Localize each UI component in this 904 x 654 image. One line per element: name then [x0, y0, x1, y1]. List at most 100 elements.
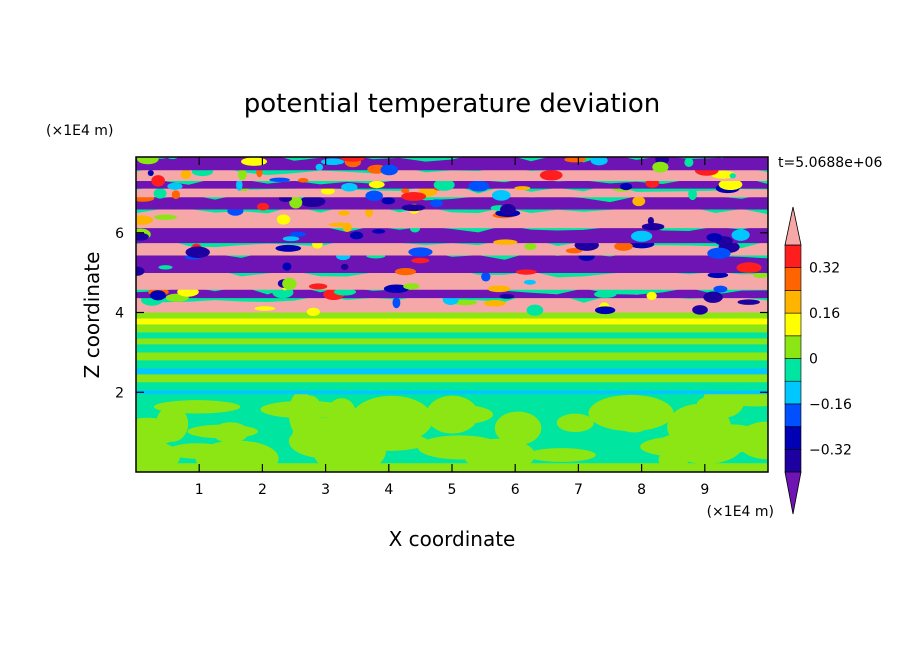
- field-eddy: [180, 169, 192, 179]
- field-eddy: [282, 277, 297, 290]
- field-band: [136, 318, 768, 325]
- field-eddy: [297, 178, 309, 183]
- field-band: [136, 360, 768, 369]
- field-eddy: [433, 178, 455, 191]
- field-blob: [136, 417, 180, 447]
- field-eddy: [684, 157, 694, 167]
- field-eddy: [614, 145, 620, 155]
- field-eddy: [487, 285, 511, 293]
- field-band: [136, 204, 768, 229]
- field-band: [136, 338, 768, 345]
- field-plot: [136, 140, 768, 472]
- field-eddy: [308, 283, 328, 290]
- field-eddy: [185, 246, 210, 258]
- field-eddy: [647, 216, 654, 225]
- field-eddy: [641, 223, 665, 231]
- field-eddy: [320, 158, 345, 166]
- field-eddy: [383, 284, 409, 293]
- field-eddy: [269, 177, 291, 182]
- field-eddy: [737, 299, 760, 305]
- field-eddy: [306, 307, 320, 317]
- field-eddy: [707, 272, 729, 279]
- field-eddy: [158, 265, 173, 270]
- field-eddy: [241, 157, 268, 166]
- field-eddy: [692, 305, 708, 315]
- field-eddy: [493, 239, 518, 245]
- z-tick-label: 2: [115, 385, 124, 401]
- field-eddy: [171, 190, 180, 200]
- field-eddy: [590, 157, 608, 166]
- x-axis: 1 2 3 4 5 6 7 8 9: [195, 157, 709, 498]
- x-axis-label: X coordinate: [389, 527, 516, 551]
- colorbar-segment: [784, 380, 802, 405]
- field-eddy: [167, 182, 183, 190]
- field-band: [136, 374, 768, 383]
- colorbar-tick-label: 0.16: [809, 306, 840, 322]
- colorbar-tick-label: 0.32: [809, 261, 840, 277]
- field-eddy: [282, 236, 300, 242]
- z-tick-label: 4: [115, 306, 124, 322]
- chart-title: potential temperature deviation: [244, 89, 660, 119]
- x-tick-label: 5: [448, 482, 457, 498]
- field-eddy: [151, 175, 165, 187]
- field-eddy: [753, 272, 768, 278]
- field-band: [136, 250, 768, 273]
- field-eddy: [136, 215, 154, 225]
- x-tick-label: 7: [574, 482, 583, 498]
- field-eddy: [401, 191, 427, 201]
- colorbar-under-arrow: [784, 471, 802, 515]
- field-eddy: [392, 297, 401, 309]
- field-eddy: [136, 266, 145, 276]
- field-eddy: [146, 142, 162, 148]
- field-eddy: [703, 291, 723, 303]
- x-tick-label: 4: [384, 482, 393, 498]
- field-eddy: [372, 229, 386, 234]
- field-eddy: [401, 188, 410, 194]
- field-eddy: [705, 140, 718, 151]
- colorbar-tick-label: −0.32: [809, 442, 852, 458]
- field-eddy: [380, 164, 398, 176]
- field-eddy: [150, 290, 166, 301]
- field-eddy: [401, 204, 426, 212]
- field-eddy: [341, 182, 358, 192]
- field-eddy: [368, 180, 385, 189]
- field-eddy: [630, 230, 653, 242]
- field-band: [136, 157, 768, 158]
- field-eddy: [481, 272, 491, 282]
- field-band: [136, 382, 768, 391]
- field-eddy: [237, 169, 247, 181]
- colorbar-segment: [784, 267, 802, 291]
- field-eddy: [594, 306, 616, 315]
- colorbar-segment: [784, 312, 802, 337]
- field-eddy: [411, 257, 430, 264]
- field-eddy: [340, 263, 349, 270]
- field-eddy: [707, 247, 731, 259]
- field-eddy: [706, 233, 723, 242]
- colorbar-segment: [784, 358, 802, 382]
- field-eddy: [339, 157, 366, 162]
- field-band: [136, 312, 768, 319]
- x-tick-label: 8: [637, 482, 646, 498]
- z-axis: 2 4 6: [115, 226, 768, 401]
- field-eddy: [526, 304, 544, 316]
- z-unit-label: (×1E4 m): [46, 123, 113, 139]
- field-eddy: [282, 262, 292, 271]
- field-eddy: [515, 269, 537, 275]
- field-eddy: [491, 190, 511, 201]
- colorbar-segment: [784, 448, 802, 473]
- colorbar-segment: [784, 403, 802, 427]
- field-eddy: [276, 214, 291, 225]
- field-eddy: [539, 169, 563, 181]
- field-eddy: [632, 196, 646, 207]
- field-blob: [526, 448, 596, 462]
- field-eddy: [594, 290, 617, 298]
- field-eddy: [381, 197, 396, 205]
- field-eddy: [524, 242, 537, 251]
- field-eddy: [147, 170, 154, 177]
- colorbar-tick-label: 0: [809, 352, 818, 368]
- field-eddy: [236, 179, 243, 191]
- field-eddy: [254, 306, 276, 311]
- field-blob: [494, 411, 542, 445]
- field-eddy: [256, 202, 270, 211]
